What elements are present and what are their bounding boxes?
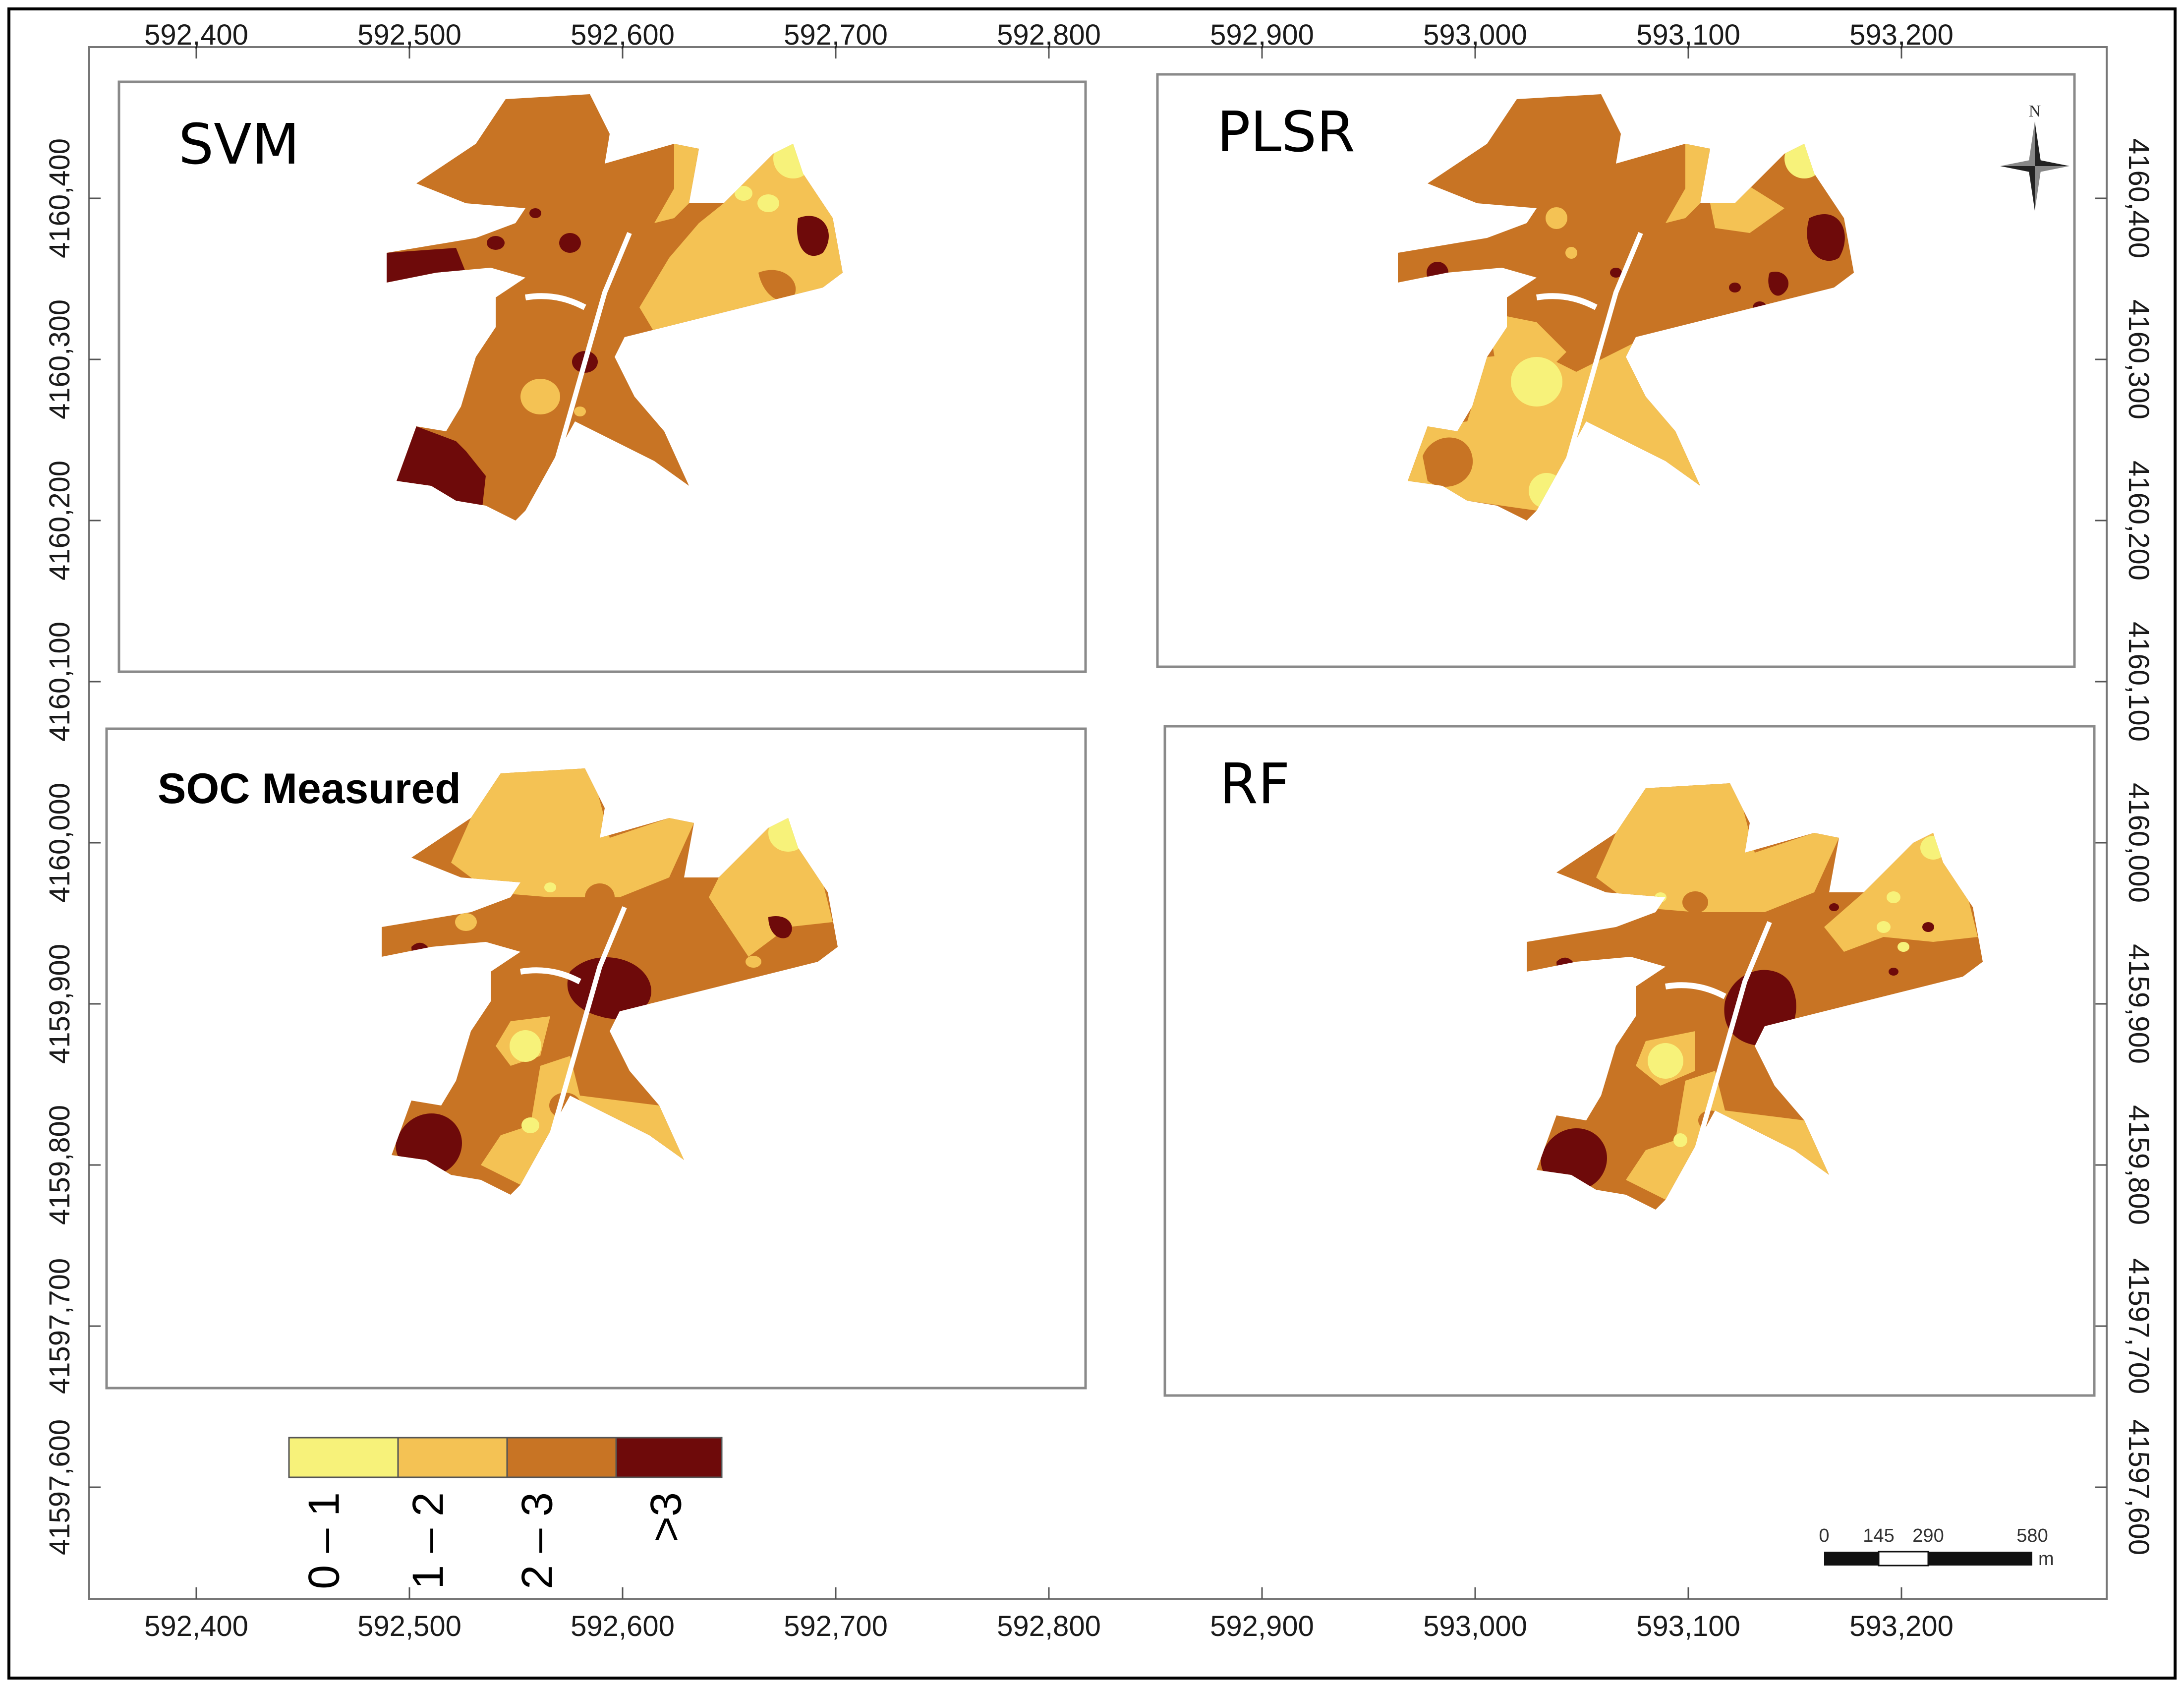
y-tick-label: 4160,400 [2123,138,2155,258]
legend-label: >3 [641,1492,690,1542]
soc-map [387,94,843,521]
legend-swatch [288,1437,399,1478]
scale-label: 580 [2016,1525,2048,1546]
y-tick-label: 4160,200 [2123,461,2155,581]
scale-label: 290 [1912,1525,1944,1546]
north-label: N [2029,102,2041,120]
scale-bar: 0 145 290 580 m [1819,1525,2054,1570]
legend-label: 1 – 2 [403,1492,452,1589]
north-arrow-icon: N [2000,102,2069,211]
x-tick-label: 593,000 [1423,19,1527,51]
scale-label: 145 [1863,1525,1894,1546]
x-tick-label: 592,400 [144,1610,248,1642]
x-axis-top: 592,400 592,500 592,600 592,700 592,800 … [144,19,1954,51]
y-axis-right: 4160,400 4160,300 4160,200 4160,100 4160… [2123,138,2155,1555]
legend: 0 – 1 1 – 2 2 – 3 >3 [288,1437,723,1589]
panel-soc-measured: SOC Measured [105,727,1087,1390]
y-tick-label: 4159,900 [44,944,76,1064]
legend-swatch [397,1437,508,1478]
x-tick-label: 593,200 [1849,19,1954,51]
y-tick-label: 4159,800 [44,1105,76,1225]
x-axis-bottom: 592,400 592,500 592,600 592,700 592,800 … [144,1610,1954,1642]
tick-marks [89,47,2107,1599]
y-tick-label: 4159,800 [2123,1105,2155,1225]
x-tick-label: 593,100 [1636,19,1740,51]
panel-title: RF [1219,752,1290,816]
y-tick-label: 4160,000 [2123,783,2155,903]
panel-title: PLSR [1217,100,1355,165]
x-tick-label: 593,100 [1636,1610,1740,1642]
y-tick-label: 4160,200 [44,461,76,581]
panel-svm: SVM [117,80,1087,673]
y-tick-label: 4160,400 [44,138,76,258]
y-tick-label: 4160,300 [2123,299,2155,419]
map-neatline [88,46,2108,1600]
y-tick-label: 4160,100 [44,622,76,742]
legend-label: 0 – 1 [299,1492,348,1589]
y-tick-label: 41597,600 [44,1419,76,1555]
y-tick-label: 4160,000 [44,783,76,903]
x-tick-label: 592,900 [1210,1610,1314,1642]
x-tick-label: 593,000 [1423,1610,1527,1642]
y-tick-label: 4160,100 [2123,622,2155,742]
y-tick-label: 4159,900 [2123,944,2155,1064]
legend-label: 2 – 3 [512,1492,561,1589]
panel-title: SVM [178,113,299,177]
y-tick-label: 4160,300 [44,299,76,419]
x-tick-label: 592,500 [357,1610,461,1642]
x-tick-label: 592,700 [784,1610,888,1642]
y-tick-label: 41597,700 [44,1258,76,1394]
y-axis-left: 4160,400 4160,300 4160,200 4160,100 4160… [44,138,76,1555]
panel-title: SOC Measured [158,765,461,813]
panel-rf: RF [1163,725,2096,1397]
x-tick-label: 592,600 [571,19,675,51]
soc-map [1527,783,1983,1210]
x-tick-label: 592,500 [357,19,461,51]
x-tick-label: 593,200 [1849,1610,1954,1642]
soc-map [1398,94,1854,521]
x-tick-label: 592,900 [1210,19,1314,51]
scale-label: 0 [1819,1525,1829,1546]
y-tick-label: 41597,600 [2123,1419,2155,1555]
x-tick-label: 592,700 [784,19,888,51]
panel-plsr: PLSR [1156,73,2076,668]
x-tick-label: 592,800 [997,1610,1101,1642]
x-tick-label: 592,800 [997,19,1101,51]
legend-swatch [506,1437,617,1478]
y-tick-label: 41597,700 [2123,1258,2155,1394]
x-tick-label: 592,600 [571,1610,675,1642]
legend-swatch [615,1437,723,1478]
scale-unit: m [2038,1549,2054,1570]
x-tick-label: 592,400 [144,19,248,51]
